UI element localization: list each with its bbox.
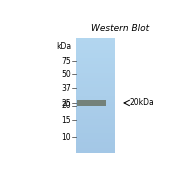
- Bar: [76, 136, 114, 139]
- Bar: [76, 84, 114, 87]
- Text: Western Blot: Western Blot: [91, 24, 149, 33]
- Bar: [76, 127, 114, 130]
- Bar: [76, 64, 114, 67]
- Text: 10: 10: [62, 133, 71, 142]
- Bar: [76, 150, 114, 153]
- Bar: [76, 93, 114, 96]
- Bar: [76, 107, 114, 110]
- Text: 25: 25: [62, 99, 71, 108]
- Bar: [76, 55, 114, 58]
- Bar: [76, 58, 114, 61]
- Bar: [76, 41, 114, 44]
- Bar: [76, 44, 114, 47]
- Text: kDa: kDa: [56, 42, 71, 51]
- Bar: [76, 87, 114, 90]
- Bar: [76, 52, 114, 55]
- Bar: [76, 95, 114, 99]
- Bar: [76, 133, 114, 136]
- Bar: [76, 141, 114, 145]
- Bar: [76, 73, 114, 76]
- Bar: [76, 121, 114, 125]
- Text: 37: 37: [62, 84, 71, 93]
- Bar: [76, 81, 114, 84]
- Bar: [76, 78, 114, 81]
- Bar: [76, 98, 114, 102]
- Text: 75: 75: [62, 57, 71, 66]
- Bar: [76, 104, 114, 107]
- Bar: [76, 47, 114, 50]
- Bar: [76, 116, 114, 119]
- Text: 20kDa: 20kDa: [130, 98, 155, 107]
- Bar: [76, 61, 114, 64]
- Bar: [76, 38, 114, 41]
- Bar: [76, 147, 114, 150]
- Bar: [76, 118, 114, 122]
- Bar: [76, 124, 114, 127]
- Bar: [76, 50, 114, 53]
- Bar: [76, 110, 114, 113]
- Bar: [77, 100, 106, 105]
- Bar: [76, 70, 114, 73]
- Bar: [76, 144, 114, 148]
- Bar: [76, 130, 114, 133]
- Text: 15: 15: [62, 116, 71, 125]
- Bar: [76, 101, 114, 104]
- Text: 50: 50: [62, 70, 71, 79]
- Text: 20: 20: [62, 101, 71, 110]
- Bar: [76, 139, 114, 142]
- Bar: [76, 67, 114, 70]
- Bar: [76, 90, 114, 93]
- Bar: [76, 113, 114, 116]
- Bar: [76, 75, 114, 78]
